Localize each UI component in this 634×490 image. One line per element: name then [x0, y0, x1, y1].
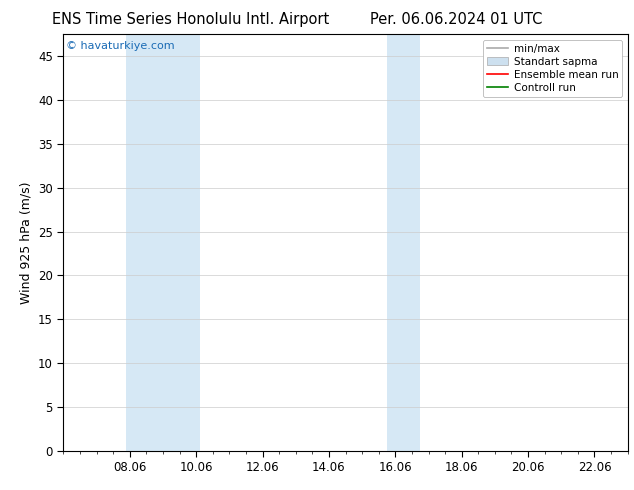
Bar: [126, 34, 200, 451]
Bar: [387, 34, 420, 451]
Text: ENS Time Series Honolulu Intl. Airport: ENS Time Series Honolulu Intl. Airport: [51, 12, 329, 27]
Legend: min/max, Standart sapma, Ensemble mean run, Controll run: min/max, Standart sapma, Ensemble mean r…: [483, 40, 623, 97]
Text: Per. 06.06.2024 01 UTC: Per. 06.06.2024 01 UTC: [370, 12, 543, 27]
Y-axis label: Wind 925 hPa (m/s): Wind 925 hPa (m/s): [20, 181, 32, 304]
Text: © havaturkiye.com: © havaturkiye.com: [66, 41, 175, 50]
